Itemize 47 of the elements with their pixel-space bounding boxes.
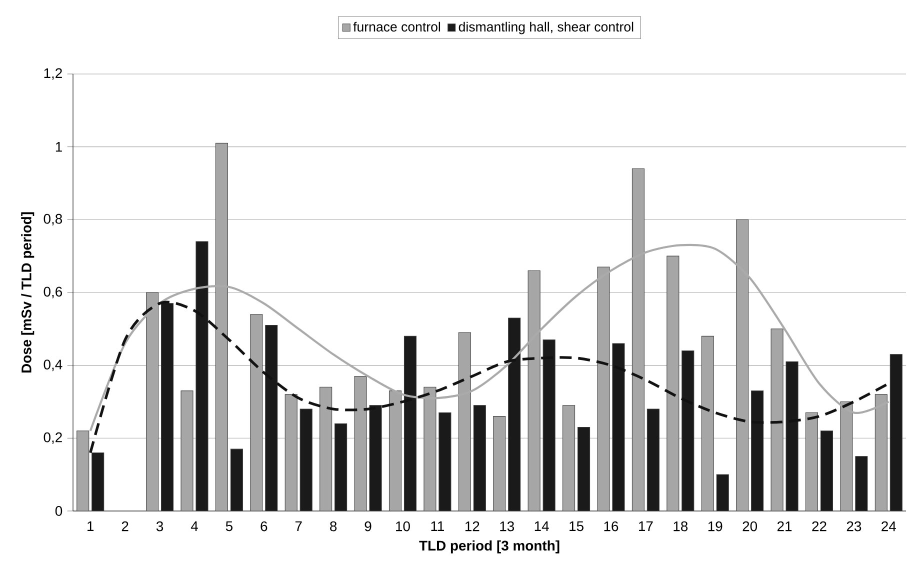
x-tick-label: 10: [396, 521, 410, 532]
x-tick-label: 21: [777, 521, 792, 532]
x-tick-label: 16: [604, 521, 618, 532]
bar: [473, 405, 486, 511]
x-axis-title: TLD period [3 month]: [419, 540, 560, 554]
bar: [438, 412, 452, 511]
bar: [820, 430, 833, 511]
bar: [334, 423, 348, 511]
x-tick-label: 20: [742, 521, 758, 532]
bar: [890, 354, 902, 511]
bar: [646, 408, 660, 511]
x-tick-label: 2: [122, 521, 128, 532]
bar: [230, 448, 243, 511]
x-tick-label: 13: [500, 521, 514, 532]
y-tick-label: 0,6: [44, 286, 62, 298]
bar: [855, 456, 868, 511]
x-tick-label: 23: [846, 521, 862, 532]
y-tick-label: 1: [56, 142, 62, 152]
x-tick-label: 4: [190, 521, 198, 531]
y-tick-label: 0,4: [44, 360, 62, 372]
x-tick-label: 22: [812, 521, 826, 532]
bar: [578, 426, 590, 511]
bar: [92, 452, 104, 511]
x-tick-label: 5: [226, 521, 232, 532]
x-tick-label: 3: [156, 521, 164, 532]
y-tick-label: 0,8: [44, 214, 62, 226]
x-tick-label: 18: [674, 521, 688, 532]
x-tick-label: 12: [465, 521, 480, 532]
legend-label: dismantling hall, shear control: [458, 22, 634, 34]
legend-label: furnace control: [353, 22, 440, 32]
y-tick-label: 1,2: [44, 68, 62, 80]
x-tick-label: 6: [260, 521, 268, 532]
y-axis-title: Dose [mSv / TLD period]: [21, 212, 34, 373]
x-tick-label: 7: [295, 521, 302, 531]
bar: [716, 474, 729, 511]
x-tick-label: 9: [364, 521, 372, 532]
x-tick-label: 17: [639, 521, 653, 531]
x-tick-label: 1: [88, 521, 94, 531]
x-tick-label: 11: [431, 521, 444, 531]
x-tick-label: 8: [330, 521, 337, 532]
y-tick-label: 0: [55, 506, 62, 516]
y-tick-label: 0,2: [44, 432, 62, 444]
x-tick-label: 19: [708, 521, 722, 532]
x-tick-label: 15: [570, 521, 584, 532]
x-tick-label: 14: [534, 521, 549, 531]
x-tick-label: 24: [882, 521, 896, 532]
bar: [300, 408, 312, 511]
